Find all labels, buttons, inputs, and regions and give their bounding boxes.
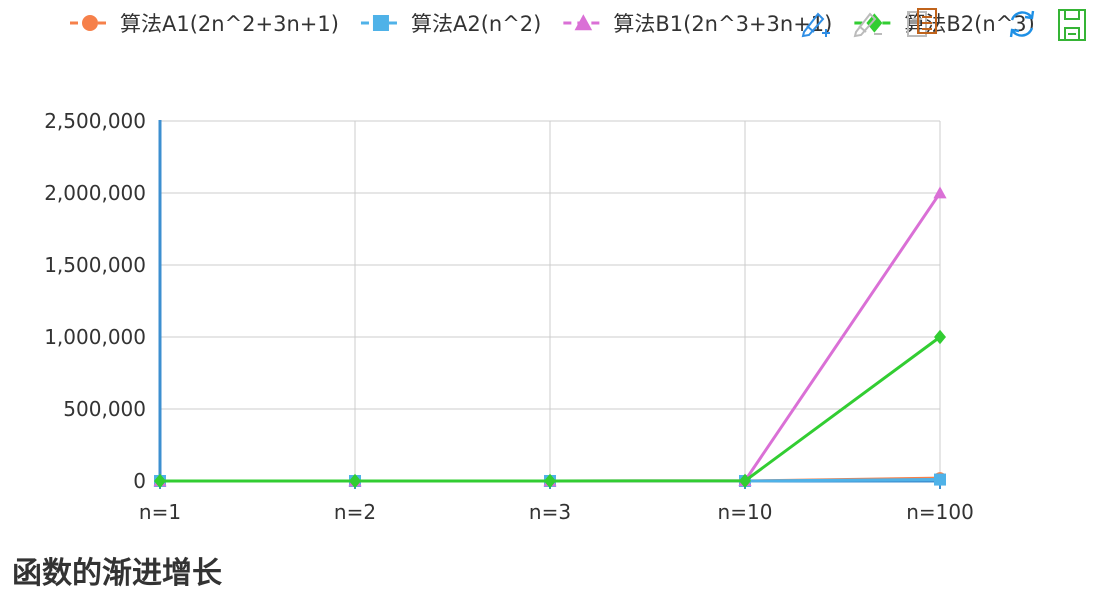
series-4 — [154, 329, 946, 489]
data-view-icon[interactable] — [902, 6, 938, 42]
y-tick-label: 0 — [133, 469, 146, 493]
legend-marker — [82, 15, 98, 31]
legend-label: 算法A1(2n^2+3n+1) — [120, 12, 339, 36]
y-tick-label: 2,000,000 — [44, 181, 146, 205]
data-point — [739, 473, 751, 489]
y-tick-label: 500,000 — [63, 397, 146, 421]
legend-item[interactable]: 算法A2(n^2) — [360, 12, 541, 36]
legend-label: 算法B1(2n^3+3n+1) — [613, 12, 832, 36]
page-title: 函数的渐进增长 — [12, 556, 222, 591]
data-point — [349, 473, 361, 489]
data-point — [933, 186, 947, 199]
save-as-image-icon[interactable] — [1054, 6, 1090, 42]
legend-label: 算法A2(n^2) — [411, 12, 541, 36]
data-zoom-reset-icon[interactable] — [848, 6, 884, 42]
line-chart: 0 500,000 1,000,000 1,500,000 2,000,000 2,500… — [44, 12, 1035, 524]
grid-lines — [160, 120, 941, 481]
restore-icon[interactable] — [1004, 6, 1040, 42]
x-tick-label: n=1 — [139, 500, 181, 524]
legend-item[interactable]: 算法B1(2n^3+3n+1) — [563, 12, 832, 36]
y-tick-label: 2,500,000 — [44, 109, 146, 133]
data-point — [934, 329, 946, 345]
y-tick-label: 1,500,000 — [44, 253, 146, 277]
y-tick-label: 1,000,000 — [44, 325, 146, 349]
data-point — [154, 473, 166, 489]
legend-marker — [372, 15, 389, 31]
data-point — [544, 473, 556, 489]
x-tick-label: n=3 — [529, 500, 571, 524]
x-tick-label: n=2 — [334, 500, 376, 524]
chart-toolbox — [792, 6, 1092, 46]
x-tick-label: n=100 — [906, 500, 974, 524]
legend-marker — [574, 14, 593, 31]
legend-item[interactable]: 算法A1(2n^2+3n+1) — [70, 12, 339, 36]
legend: 算法A1(2n^2+3n+1) 算法A2(n^2) 算法B1(2n^3+3n+1) 算… — [70, 12, 1035, 36]
data-zoom-icon[interactable] — [796, 6, 832, 42]
data-point — [934, 473, 946, 486]
legend-marker — [866, 13, 883, 33]
x-tick-label: n=10 — [718, 500, 773, 524]
